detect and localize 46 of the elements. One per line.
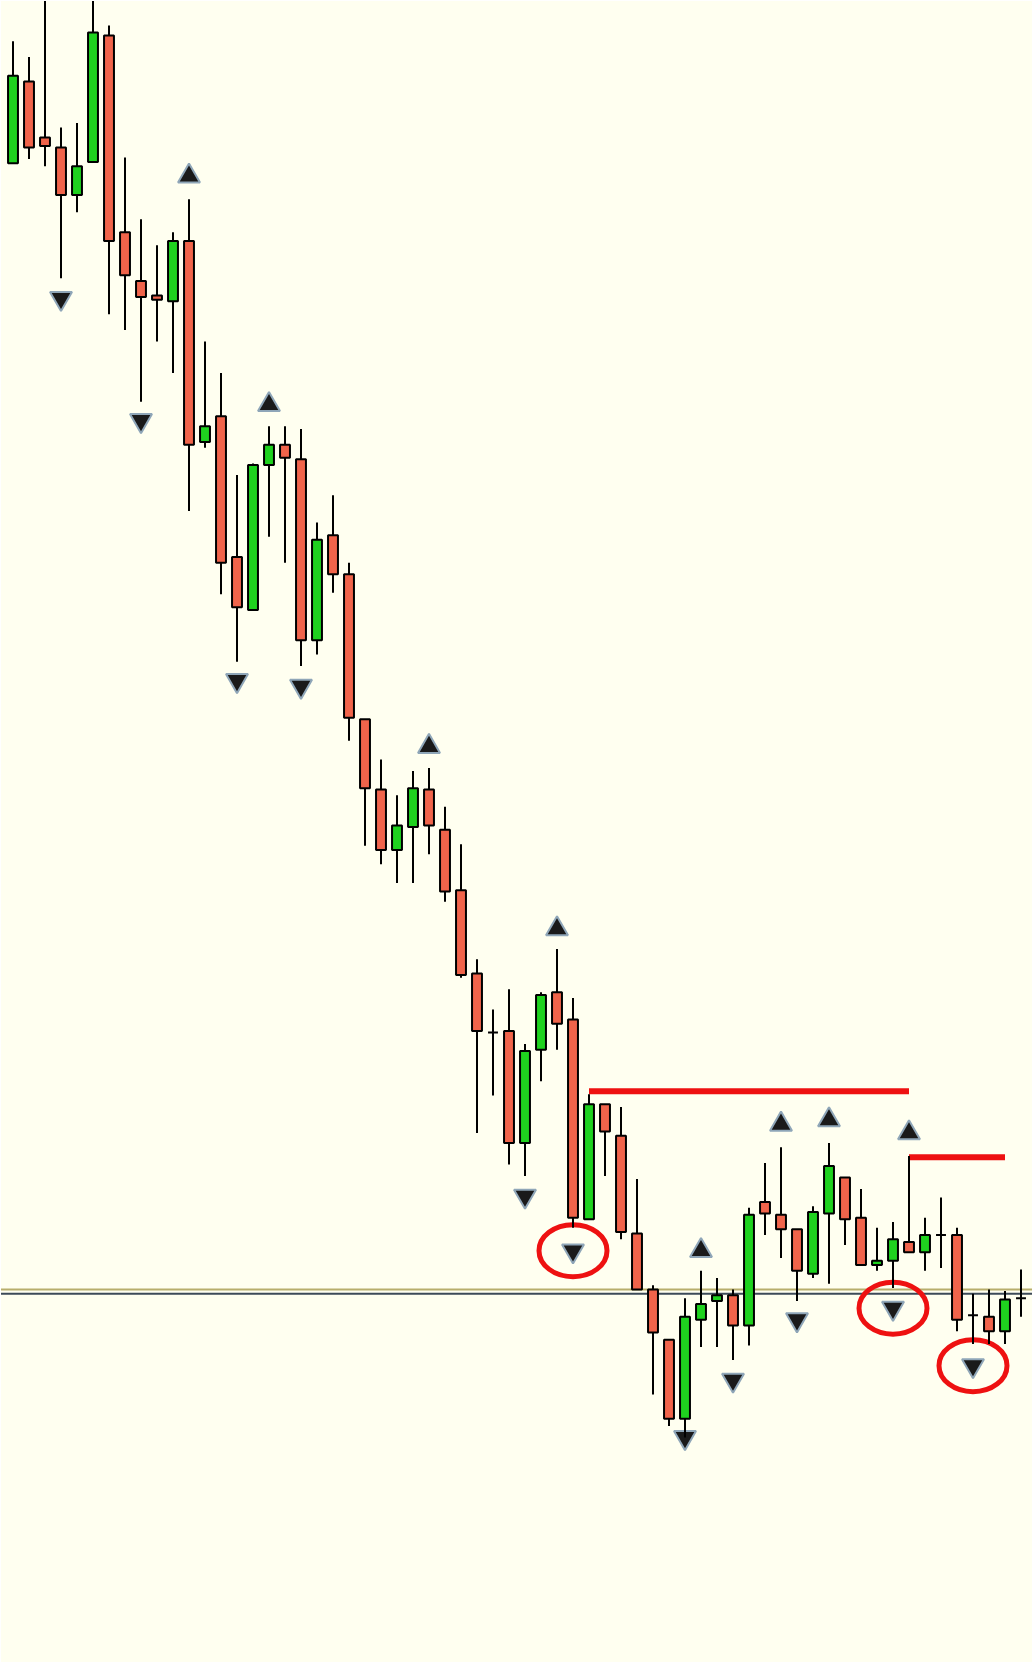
point <box>177 162 201 184</box>
candlestick <box>791 1228 803 1303</box>
candlestick <box>327 494 339 594</box>
candlestick <box>759 1162 771 1236</box>
candlestick <box>1015 1268 1027 1318</box>
candlestick <box>407 769 419 884</box>
candlestick <box>695 1269 707 1348</box>
candlestick <box>71 122 83 214</box>
candlestick <box>919 1216 931 1272</box>
candlestick <box>871 1226 883 1272</box>
candlestick <box>967 1292 979 1346</box>
candlestick <box>487 1008 499 1097</box>
point <box>257 390 281 412</box>
candlestick <box>151 244 163 343</box>
candlestick <box>903 1154 915 1254</box>
candlestick <box>55 126 67 280</box>
candlestick <box>935 1196 947 1269</box>
point <box>856 1279 930 1337</box>
candlestick <box>199 340 211 449</box>
candlestick <box>855 1187 867 1267</box>
candlestick <box>39 1 51 168</box>
point <box>513 1188 537 1210</box>
candlestick <box>823 1142 835 1285</box>
candlestick <box>391 794 403 884</box>
candlestick <box>727 1288 739 1361</box>
candlestick <box>775 1146 787 1259</box>
candlestick <box>647 1284 659 1396</box>
candlestick <box>999 1289 1011 1346</box>
candlestick <box>839 1176 851 1246</box>
candlestick <box>119 156 131 331</box>
candlestick <box>135 218 147 403</box>
point <box>785 1312 809 1334</box>
point <box>545 915 569 937</box>
candlestick <box>263 425 275 538</box>
point <box>536 1222 610 1280</box>
candlestick <box>551 948 563 1051</box>
candlestick <box>423 767 435 856</box>
candlestick <box>983 1288 995 1346</box>
point <box>673 1430 697 1452</box>
candlestick <box>711 1277 723 1348</box>
candlestick <box>279 425 291 564</box>
candlestick <box>887 1221 899 1290</box>
point <box>721 1372 745 1394</box>
candlestick <box>599 1103 611 1178</box>
point <box>936 1337 1010 1395</box>
point <box>417 732 441 754</box>
